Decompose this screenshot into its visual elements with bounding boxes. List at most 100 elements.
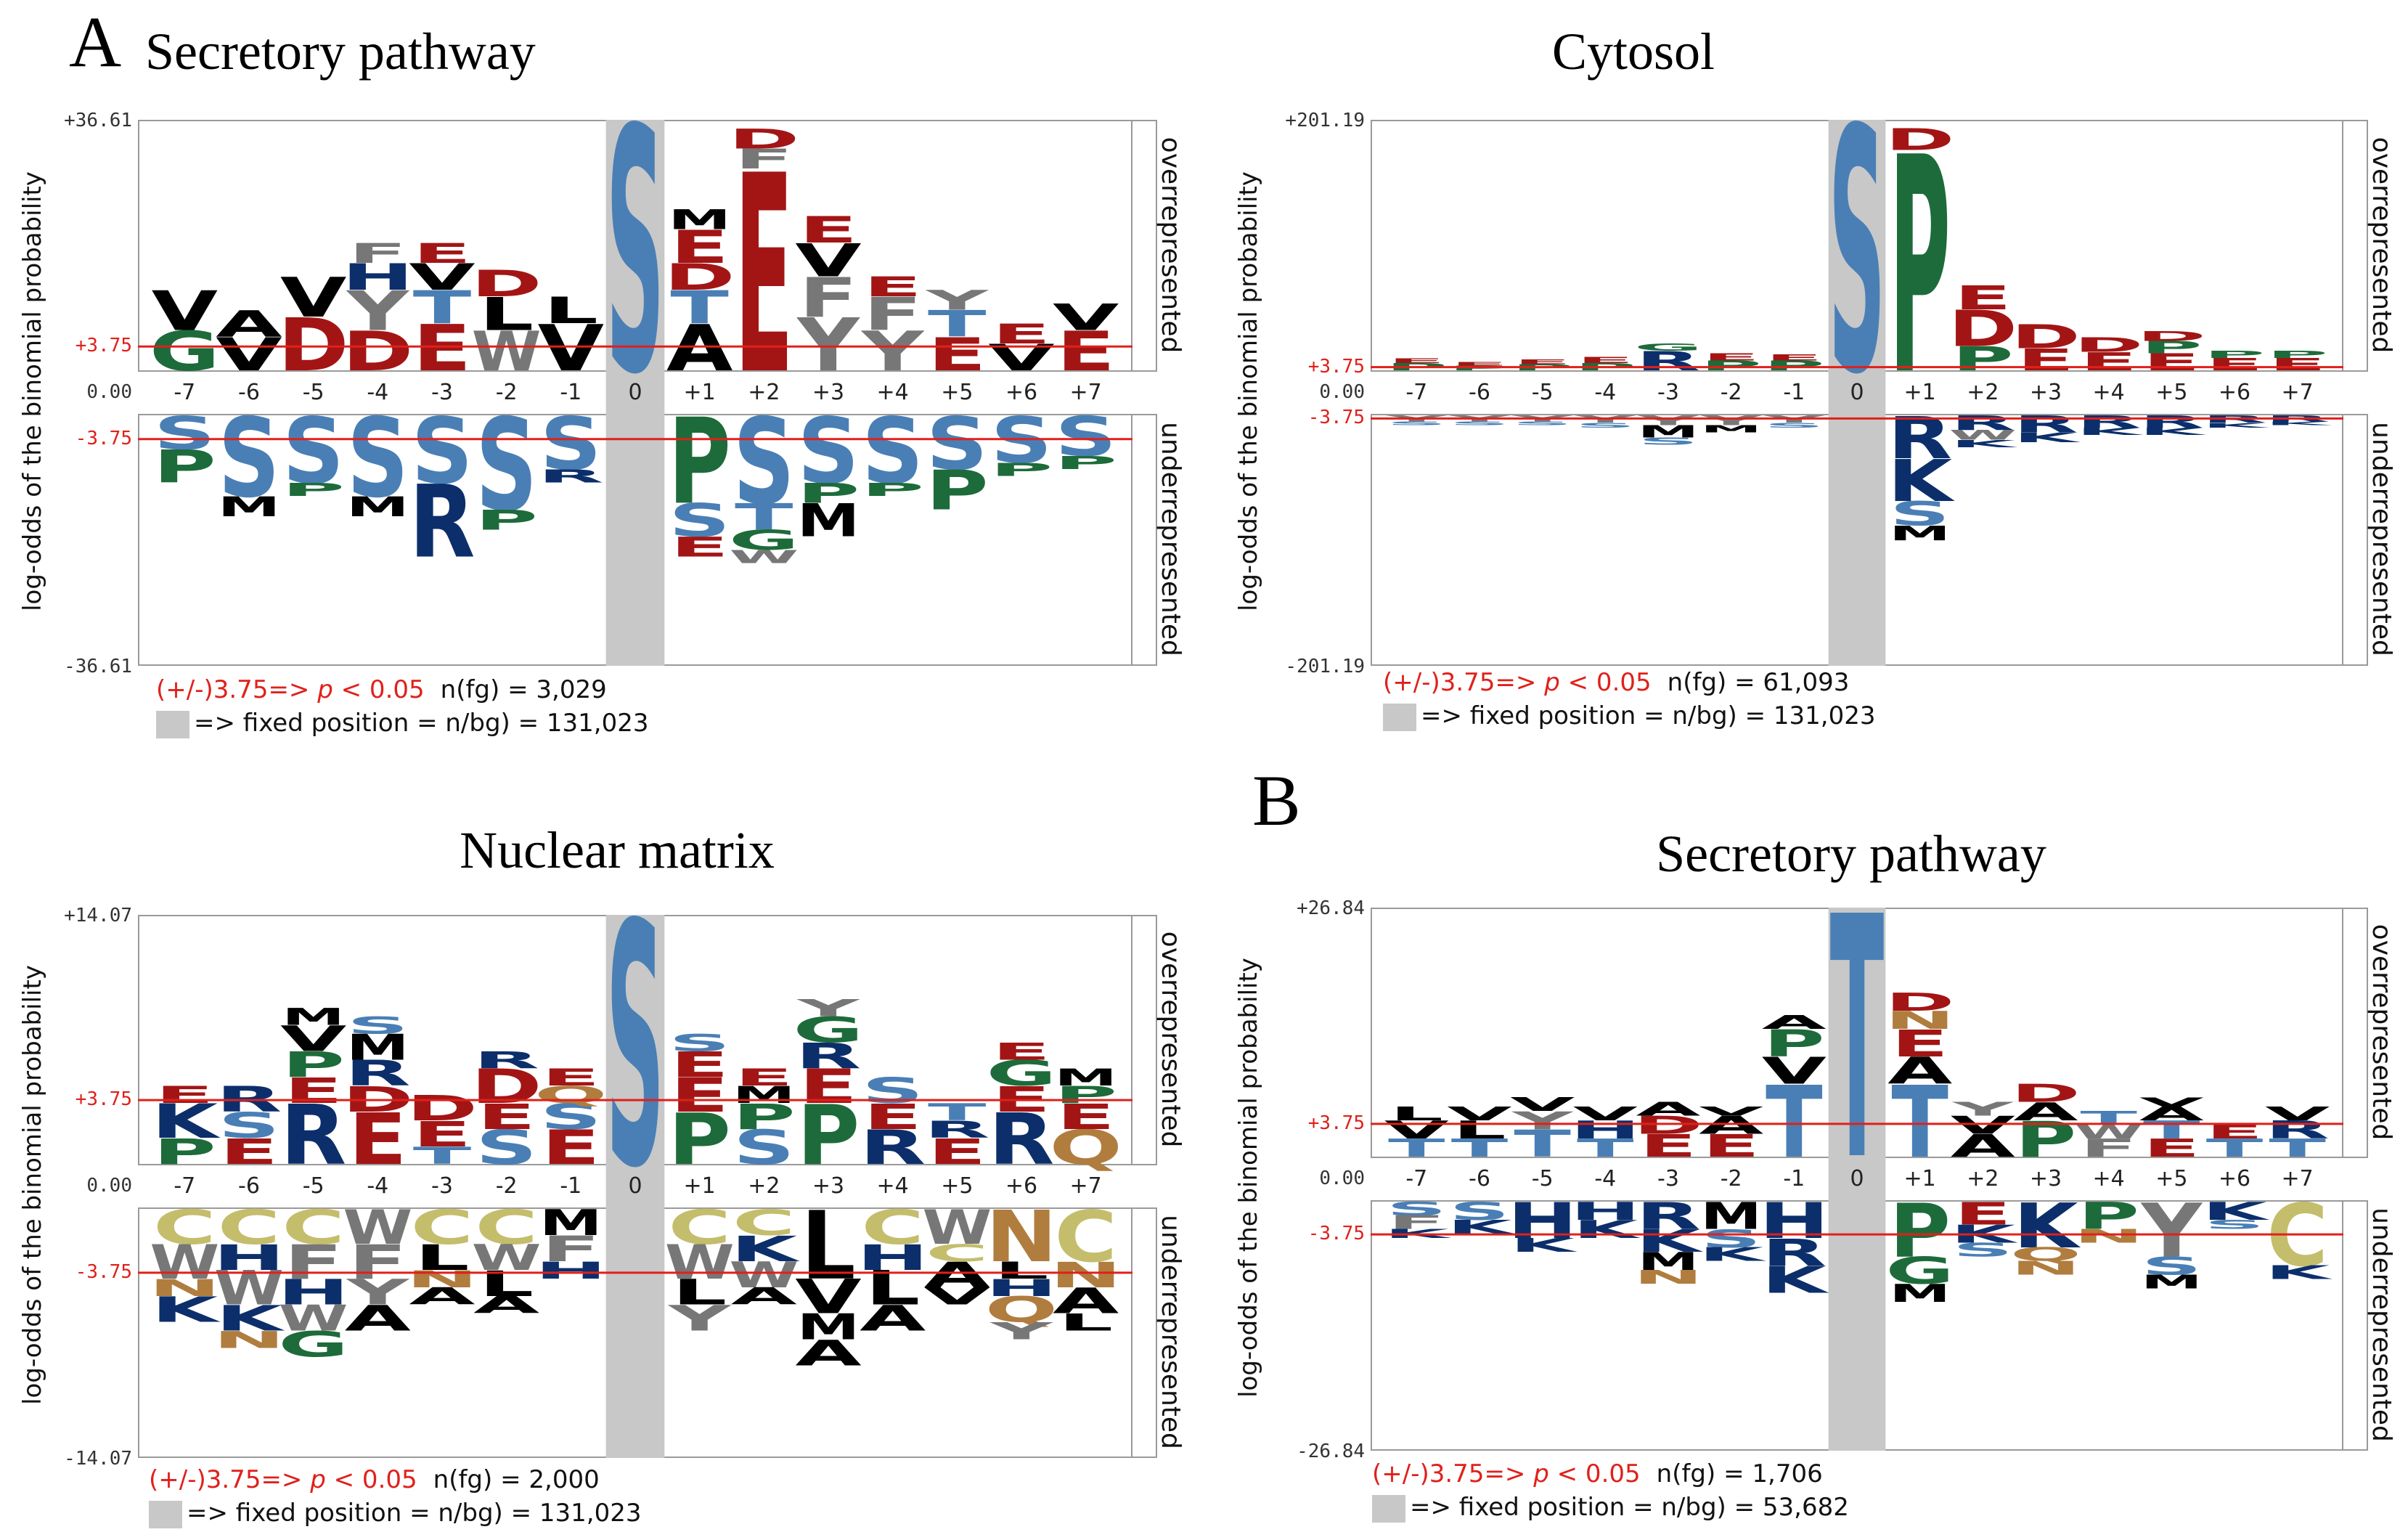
ytick-top: +201.19 xyxy=(1285,110,1365,131)
logo-letter: H xyxy=(1570,1197,1640,1226)
logo-letter: M xyxy=(539,1202,603,1244)
logo-letter: E xyxy=(799,209,858,251)
ytick-sig-neg: -3.75 xyxy=(75,1260,132,1283)
position-label: -6 xyxy=(238,380,260,405)
legend-sig-threshold: < 0.05 xyxy=(1559,668,1652,697)
lower-bracket xyxy=(1132,1207,1157,1458)
ytick-sig-pos: +3.75 xyxy=(75,335,132,357)
fixed-position-column xyxy=(1828,908,1886,1451)
position-label: -7 xyxy=(174,380,196,405)
logo-letter: S xyxy=(1387,420,1447,426)
position-label: -4 xyxy=(367,1173,389,1199)
logo-letter: R xyxy=(989,1099,1055,1181)
logo-letter: P xyxy=(1952,340,2013,378)
logo-letter: D xyxy=(1948,301,2018,358)
ytick-bottom: -14.07 xyxy=(64,1448,132,1470)
legend-fixed-text: => fixed position = n/bg) = 131,023 xyxy=(1421,701,1876,730)
legend-fixed-position: => fixed position = n/bg) = 53,682 xyxy=(1372,1493,1849,1523)
position-label: +7 xyxy=(2281,1166,2314,1191)
position-label: 0 xyxy=(1850,1166,1864,1191)
legend-nfg: n(fg) = 3,029 xyxy=(440,675,607,704)
logo-letter: H xyxy=(535,1257,607,1284)
logo-letter: V xyxy=(1384,1116,1450,1145)
position-label: +3 xyxy=(2029,380,2062,405)
logo-letter: C xyxy=(475,1201,538,1255)
position-label: +3 xyxy=(2029,1166,2062,1191)
position-label: +2 xyxy=(748,1173,780,1199)
position-label: -1 xyxy=(1783,1166,1805,1191)
logo-svg: SGVSPVASMDVSPDYHFSMETVESRWLDSPVLSRATDEMP… xyxy=(138,60,1132,666)
logo-letter: E xyxy=(1451,361,1509,367)
logo-letter: S xyxy=(990,404,1052,478)
logo-letter: R xyxy=(2139,412,2204,432)
logo-letter: F xyxy=(348,1236,407,1290)
logo-letter: T xyxy=(1451,1134,1509,1163)
lower-bracket xyxy=(1132,414,1157,666)
logo-letter: N xyxy=(149,1274,221,1301)
panel-title: Nuclear matrix xyxy=(460,821,775,879)
position-label: +6 xyxy=(1005,1173,1038,1199)
logo-letter: P xyxy=(1054,452,1117,473)
logo-letter: G xyxy=(278,1324,348,1365)
position-label: +6 xyxy=(2218,1166,2251,1191)
logo-letter: L xyxy=(1453,1116,1506,1145)
position-label: -3 xyxy=(1657,380,1679,405)
logo-letter: E xyxy=(2143,1134,2200,1163)
logo-letter: W xyxy=(729,1255,799,1296)
fixed-position-swatch xyxy=(1372,1494,1405,1523)
ytick-sig-pos: +3.75 xyxy=(1307,1112,1365,1134)
logo-letter: E xyxy=(1388,357,1445,365)
logo-letter: V xyxy=(1762,1050,1827,1093)
logo-letter: L xyxy=(544,290,598,332)
logo-letter: V xyxy=(280,1019,347,1059)
logo-letter: E xyxy=(413,237,472,269)
ytick-top: +14.07 xyxy=(64,905,132,926)
logo-letter: E xyxy=(2269,355,2326,375)
logo-letter: T xyxy=(2143,1116,2200,1145)
fixed-position-swatch xyxy=(149,1500,182,1528)
logo-letter: C xyxy=(668,1201,731,1255)
legend-sig-threshold: < 0.05 xyxy=(1548,1459,1641,1488)
logo-letter: T xyxy=(1577,1134,1634,1163)
logo-letter: Y xyxy=(796,303,861,388)
position-label: +3 xyxy=(812,380,845,405)
logo-letter: N xyxy=(1885,1006,1954,1035)
logo-letter: E xyxy=(928,1131,987,1172)
logo-letter: T xyxy=(735,497,793,539)
logo-letter: V xyxy=(1573,1103,1638,1125)
logo-letter: W xyxy=(472,1237,542,1279)
logo-letter: R xyxy=(280,1088,346,1183)
fixed-position-column xyxy=(605,120,665,666)
logo-letter: K xyxy=(2013,430,2081,445)
position-label: +4 xyxy=(2092,380,2125,405)
logo-letter: R xyxy=(2076,412,2141,432)
logo-letter: T xyxy=(928,1099,987,1126)
ytick-bottom: -26.84 xyxy=(1297,1441,1365,1462)
logo-letter: P xyxy=(732,1096,796,1137)
fixed-residue-letter: T xyxy=(1830,847,1885,1234)
logo-letter: F xyxy=(1388,1212,1445,1234)
logo-letter: E xyxy=(2017,343,2075,378)
logo-letter: F xyxy=(863,288,922,341)
legend-sig-threshold: < 0.05 xyxy=(325,1465,417,1494)
logo-letter: S xyxy=(1055,406,1117,469)
logo-letter: M xyxy=(1054,1064,1117,1091)
fixed-position-swatch xyxy=(156,710,189,738)
logo-letter: L xyxy=(801,1192,855,1301)
logo-letter: F xyxy=(799,266,858,330)
position-label: -2 xyxy=(1720,380,1742,405)
legend-significance: (+/-)3.75=> p < 0.05 n(fg) = 1,706 xyxy=(1372,1459,1823,1488)
logo-letter: M xyxy=(1700,1194,1762,1238)
logo-letter: E xyxy=(1056,320,1115,383)
logo-letter: G xyxy=(729,524,799,556)
logo-letter: E xyxy=(735,118,793,435)
underrepresented-label: underrepresented xyxy=(2366,421,2396,656)
ytick-sig-pos: +3.75 xyxy=(75,1088,132,1111)
logo-letter: S xyxy=(1890,495,1950,534)
logo-letter: S xyxy=(1512,420,1572,426)
position-label: -5 xyxy=(1531,380,1554,405)
logo-letter: E xyxy=(670,531,729,563)
logo-letter: D xyxy=(471,263,542,305)
logo-letter: G xyxy=(793,1010,864,1051)
